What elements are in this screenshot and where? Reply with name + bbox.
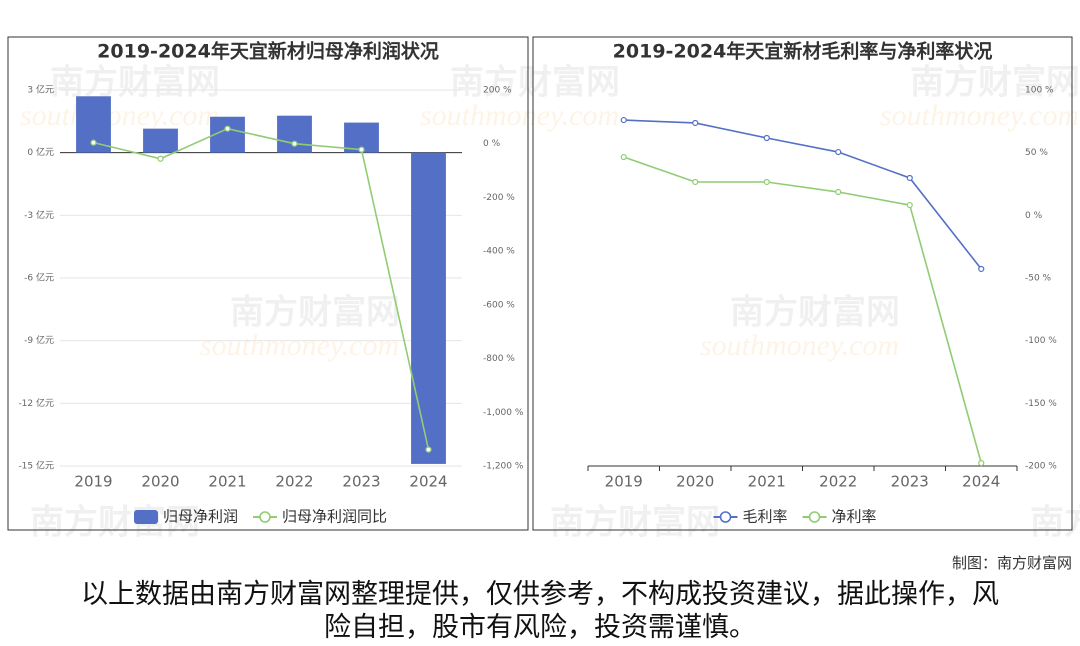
line (623, 119, 982, 270)
y-tick-label: -50 % (1025, 274, 1052, 284)
watermark: 南方财富网 (230, 293, 400, 333)
legend-swatch (259, 511, 271, 523)
watermark: 南方财富网 (550, 503, 720, 541)
point (692, 178, 699, 186)
y-tick-label: 3 亿元 (27, 84, 54, 96)
bar (277, 115, 312, 153)
x-tick-label: 2020 (141, 473, 179, 491)
x-tick-label: 2022 (819, 473, 857, 491)
point (224, 125, 231, 132)
x-tick-label: 2021 (208, 473, 246, 491)
y2-tick-label: 0 % (483, 139, 501, 149)
y-tick-label: -15 亿元 (18, 460, 54, 472)
bar (411, 152, 446, 464)
legend-label: 归母净利润 (163, 508, 238, 526)
point (906, 174, 913, 182)
point (978, 460, 985, 467)
y-tick-label: -150 % (1025, 399, 1057, 409)
point (620, 116, 627, 124)
x-tick-label: 2024 (962, 473, 1000, 491)
point (620, 153, 627, 161)
point (835, 148, 842, 156)
line (93, 127, 430, 450)
point (425, 446, 432, 453)
watermark: 南方财富网 (730, 293, 900, 333)
point (763, 134, 770, 142)
watermark: southmoney.com (20, 99, 219, 132)
y2-tick-label: -600 % (483, 300, 515, 310)
point (835, 188, 842, 196)
watermark: southmoney.com (880, 99, 1079, 132)
point (358, 146, 365, 153)
y-tick-label: 100 % (1025, 86, 1054, 96)
x-tick-label: 2022 (275, 473, 313, 491)
credit: 制图：南方财富网 (951, 554, 1072, 572)
watermark: southmoney.com (420, 99, 619, 132)
y2-tick-label: 200 % (483, 86, 512, 96)
legend-swatch (134, 510, 158, 524)
legend-label: 毛利率 (743, 508, 788, 526)
x-tick-label: 2023 (891, 473, 929, 491)
legend-swatch (719, 511, 732, 523)
legend-label: 净利率 (832, 508, 877, 526)
watermark: 南方财富网 (450, 63, 620, 103)
watermark: southmoney.com (700, 329, 899, 362)
y-tick-label: -6 亿元 (24, 272, 54, 284)
chart-title: 2019-2024年天宜新材归母净利润状况 (97, 40, 439, 63)
line (623, 156, 983, 464)
y2-tick-label: -400 % (483, 247, 515, 257)
x-tick-label: 2021 (748, 473, 786, 491)
panel (532, 36, 1073, 531)
watermark: 南方财富网 (910, 63, 1080, 103)
bar (143, 128, 178, 153)
y2-tick-label: -200 % (483, 193, 515, 203)
point (906, 201, 913, 209)
y-tick-label: -200 % (1025, 462, 1057, 472)
point (157, 155, 164, 162)
watermark: southmoney.com (0, 539, 199, 540)
x-tick-label: 2019 (605, 473, 643, 491)
watermark: southmoney.com (200, 329, 399, 362)
point (291, 140, 298, 147)
y-tick-label: -3 亿元 (24, 209, 54, 221)
y2-tick-label: -800 % (483, 354, 515, 364)
watermark: southmoney.com (1000, 539, 1080, 540)
watermark: 南方财富网 (50, 63, 220, 103)
watermark: southmoney.com (520, 539, 719, 540)
chart-title: 2019-2024年天宜新材毛利率与净利率状况 (613, 40, 993, 63)
y-tick-label: -9 亿元 (24, 334, 54, 346)
legend-label: 归母净利润同比 (282, 508, 387, 526)
legend-swatch (808, 511, 821, 523)
y-tick-label: 50 % (1025, 148, 1048, 158)
y-tick-label: -12 亿元 (18, 397, 54, 409)
charts: 南方财富网southmoney.com南方财富网southmoney.com南方… (0, 36, 1080, 541)
point (763, 178, 770, 186)
x-tick-label: 2023 (342, 473, 380, 491)
disclaimer: 以上数据由南方财富网整理提供，仅供参考，不构成投资建议，据此操作，风险自担，股市… (81, 579, 999, 643)
y-tick-label: 0 亿元 (27, 146, 54, 158)
y2-tick-label: -1,200 % (483, 462, 524, 472)
x-tick-label: 2020 (676, 473, 714, 491)
y-tick-label: 0 % (1025, 211, 1043, 221)
watermark: 南方财富网 (30, 503, 200, 541)
point (90, 139, 97, 146)
panel (7, 36, 529, 531)
x-tick-label: 2019 (74, 473, 112, 491)
y-tick-label: -100 % (1025, 336, 1057, 346)
x-tick-label: 2024 (409, 473, 447, 491)
y2-tick-label: -1,000 % (483, 408, 524, 418)
point (692, 119, 699, 127)
point (978, 265, 985, 273)
